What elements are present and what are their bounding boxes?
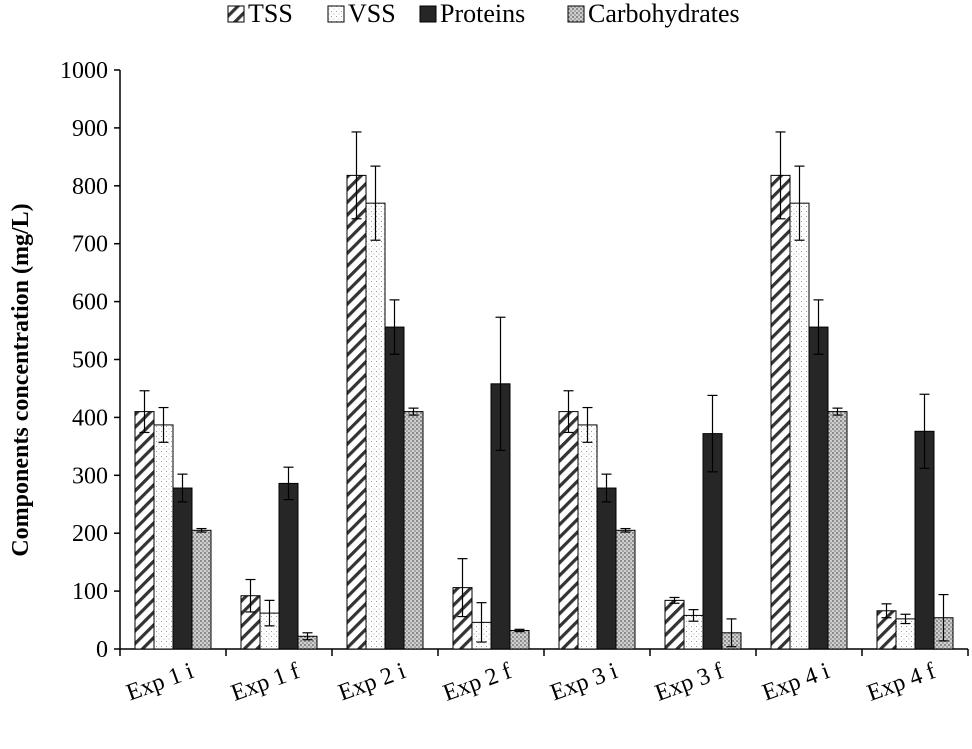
y-tick-label: 300 [72,463,108,489]
x-category-label: Exp 2 f [440,658,515,707]
error-bar [283,466,294,501]
error-bar [196,527,207,533]
legend-item-carbohydrates: Carbohydrates [567,0,740,28]
bar-tss [134,411,155,650]
error-bar [563,390,574,434]
legend-label: VSS [348,0,396,28]
legend-swatch [567,5,585,23]
error-bar [938,593,949,642]
y-tick-label: 0 [96,637,108,663]
bar-tss [558,411,579,650]
error-bar [408,407,419,416]
x-category-label: Exp 1 i [123,658,197,706]
bar-carbohydrates [403,411,424,650]
bar-proteins [596,487,617,650]
error-bar [389,299,400,355]
x-category-label: Exp 3 i [547,658,621,706]
error-bar [177,473,188,503]
error-bar [495,316,506,452]
bar-carbohydrates [191,529,212,650]
bar-vss [789,202,810,650]
y-tick-label: 900 [72,116,108,142]
error-bar [620,527,631,533]
bars [134,131,954,650]
error-bar [514,628,525,633]
legend-swatch [227,5,245,23]
bar-tss [664,599,685,650]
error-bar [707,394,718,473]
error-bar [264,599,275,627]
error-bar [158,406,169,443]
legend-label: Carbohydrates [588,0,740,28]
bar-proteins [278,482,299,650]
error-bar [245,578,256,613]
error-bar [775,131,786,220]
legend-swatch [327,5,345,23]
x-category-label: Exp 4 f [864,658,939,707]
error-bar [881,603,892,619]
bar-tss [346,174,367,650]
legend-item-vss: VSS [327,0,396,28]
x-category-label: Exp 3 f [652,658,727,707]
bar-proteins [172,487,193,650]
y-tick-label: 600 [72,290,108,316]
error-bar [601,473,612,503]
error-bar [457,558,468,618]
error-bar [919,393,930,469]
error-bar [351,131,362,220]
legend: TSS VSS Proteins Carbohydrates [227,0,740,28]
error-bar [139,390,150,434]
legend-label: TSS [248,0,293,28]
y-tick-label: 500 [72,348,108,374]
bar-vss [577,424,598,650]
x-category-label: Exp 4 i [759,658,833,706]
legend-item-proteins: Proteins [419,0,525,28]
bar-carbohydrates [509,629,530,650]
x-category-label: Exp 1 f [228,658,303,707]
bar-proteins [384,326,405,650]
y-tick-label: 100 [72,579,108,605]
legend-label: Proteins [440,0,525,28]
y-tick-label: 400 [72,405,108,431]
error-bar [813,299,824,355]
error-bar [832,407,843,416]
y-tick-label: 200 [72,521,108,547]
y-tick-label: 800 [72,174,108,200]
bar-vss [153,424,174,650]
bar-carbohydrates [615,529,636,650]
error-bar [669,596,680,604]
legend-item-tss: TSS [227,0,293,28]
error-bar [794,165,805,241]
error-bar [476,602,487,643]
bar-carbohydrates [827,411,848,650]
bar-proteins [808,326,829,650]
error-bar [582,406,593,443]
y-tick-label: 700 [72,232,108,258]
error-bar [688,609,699,622]
error-bar [726,618,737,648]
bar-vss [365,202,386,650]
error-bar [370,165,381,241]
x-category-label: Exp 2 i [335,658,409,706]
y-axis-label: Components concentration (mg/L) [8,203,34,556]
bar-tss [770,174,791,650]
y-tick-label: 1000 [60,58,108,84]
error-bar [900,613,911,625]
error-bar [302,632,313,641]
legend-swatch [419,5,437,23]
